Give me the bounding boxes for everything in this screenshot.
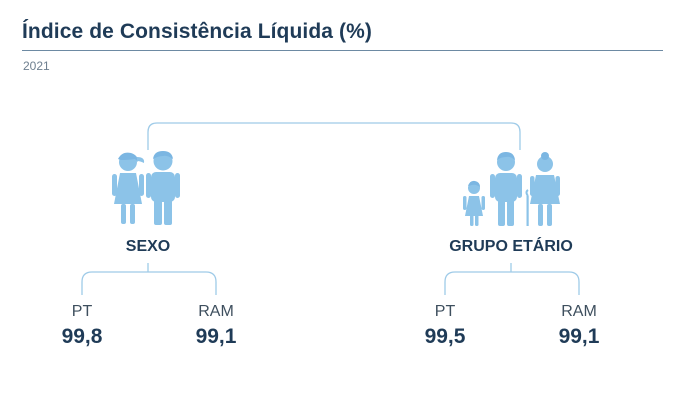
sexo-ram-value: 99,1: [195, 325, 237, 348]
page-title: Índice de Consistência Líquida (%): [22, 20, 372, 43]
sexo-bracket: [81, 271, 217, 295]
etario-pt-value: 99,5: [424, 325, 466, 348]
grupo-etario-label: GRUPO ETÁRIO: [449, 238, 573, 255]
etario-ram-label: RAM: [561, 303, 597, 320]
etario-bracket: [444, 271, 580, 295]
child-adult-elder-icon: [463, 152, 560, 226]
year-subtitle: 2021: [23, 59, 50, 73]
sexo-label: SEXO: [125, 238, 171, 255]
sexo-ram-label: RAM: [198, 303, 234, 320]
man-woman-icon: [112, 151, 180, 225]
etario-ram-value: 99,1: [558, 325, 600, 348]
sexo-pt-label: PT: [71, 303, 93, 320]
title-divider: [22, 50, 663, 51]
etario-pt-label: PT: [434, 303, 456, 320]
top-bracket: [147, 122, 521, 150]
sexo-pt-value: 99,8: [61, 325, 103, 348]
